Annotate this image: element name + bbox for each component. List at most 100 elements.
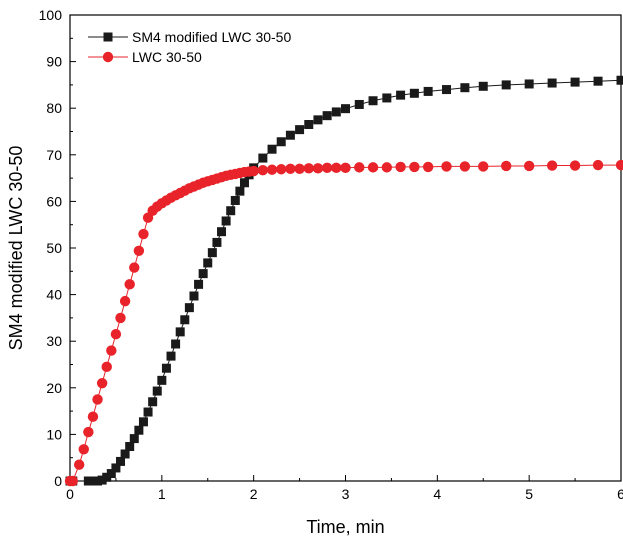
data-point (409, 161, 420, 173)
data-point (593, 76, 603, 86)
data-point (97, 475, 107, 485)
data-point (442, 85, 452, 95)
data-point (138, 417, 148, 427)
data-point (92, 394, 103, 405)
data-point (331, 107, 341, 117)
series-layer (64, 75, 623, 487)
data-point (422, 161, 434, 173)
data-point (124, 279, 135, 290)
data-point (119, 295, 131, 307)
data-point (354, 99, 364, 109)
data-point (138, 228, 149, 240)
series-line (70, 79, 622, 482)
data-point (111, 463, 121, 473)
data-point (161, 363, 171, 373)
data-point (460, 83, 470, 93)
data-point (312, 163, 324, 174)
legend-label: SM4 modified LWC 30-50 (132, 29, 291, 45)
data-point (304, 120, 314, 130)
data-point (341, 104, 350, 114)
data-point (258, 153, 268, 163)
x-tick-label: 0 (66, 486, 74, 502)
data-point (285, 163, 296, 174)
legend-marker (103, 32, 113, 42)
y-tick-label: 90 (46, 54, 62, 70)
data-point (340, 162, 351, 174)
data-point (83, 476, 93, 486)
x-tick-label: 3 (342, 486, 350, 502)
data-point (396, 90, 406, 100)
data-point (331, 162, 342, 174)
data-point (106, 469, 116, 479)
data-point (198, 269, 208, 279)
data-point (322, 111, 332, 121)
data-point (313, 115, 323, 125)
y-axis-title: SM4 modified LWC 30-50 (6, 146, 26, 351)
data-point (478, 161, 489, 172)
data-point (248, 165, 259, 177)
data-point (134, 425, 144, 435)
data-point (203, 258, 213, 268)
data-point (83, 426, 94, 438)
data-point (367, 162, 379, 173)
data-point (87, 411, 99, 422)
data-point (409, 88, 419, 98)
data-point (524, 79, 534, 89)
legend-item: LWC 30-50 (88, 49, 202, 65)
series-0 (65, 75, 623, 486)
data-point (221, 216, 231, 226)
data-point (194, 279, 204, 289)
legend: SM4 modified LWC 30-50 LWC 30-50 (88, 29, 291, 65)
data-point (212, 237, 222, 247)
data-point (115, 312, 126, 324)
y-tick-label: 40 (46, 287, 62, 303)
data-point (217, 227, 227, 237)
data-point (381, 162, 393, 173)
data-point (295, 125, 305, 135)
data-point (368, 96, 378, 106)
x-tick-label: 4 (433, 486, 441, 502)
data-point (102, 472, 112, 482)
data-point (395, 161, 406, 173)
data-point (101, 361, 112, 373)
legend-item: SM4 modified LWC 30-50 (88, 29, 291, 45)
data-point (152, 386, 162, 396)
data-point (230, 195, 240, 205)
data-point (129, 434, 139, 444)
y-tick-label: 30 (46, 333, 62, 349)
data-point (235, 186, 245, 196)
data-point (546, 160, 558, 171)
data-point (73, 459, 85, 470)
y-tick-label: 80 (46, 100, 62, 116)
data-point (148, 397, 158, 407)
data-point (239, 178, 249, 188)
data-point (592, 159, 604, 171)
x-tick-label: 5 (525, 486, 533, 502)
data-point (257, 164, 269, 176)
data-point (547, 78, 557, 88)
data-point (133, 245, 145, 256)
data-point (143, 407, 153, 417)
data-point (157, 375, 167, 385)
y-tick-label: 20 (46, 380, 62, 396)
series-1 (64, 159, 623, 487)
data-point (459, 161, 471, 172)
data-point (116, 456, 126, 466)
data-point (78, 444, 89, 455)
data-point (110, 329, 122, 340)
plot-frame (69, 14, 622, 482)
data-point (189, 291, 199, 301)
y-tick-label: 10 (46, 426, 62, 442)
legend-label: LWC 30-50 (132, 49, 202, 65)
data-point (166, 351, 176, 361)
data-point (129, 262, 140, 273)
data-point (321, 162, 333, 174)
data-point (267, 144, 277, 154)
x-tick-label: 6 (617, 486, 623, 502)
data-point (285, 130, 295, 140)
data-point (382, 93, 392, 103)
data-point (354, 162, 365, 173)
data-point (441, 161, 452, 172)
data-point (175, 327, 185, 337)
